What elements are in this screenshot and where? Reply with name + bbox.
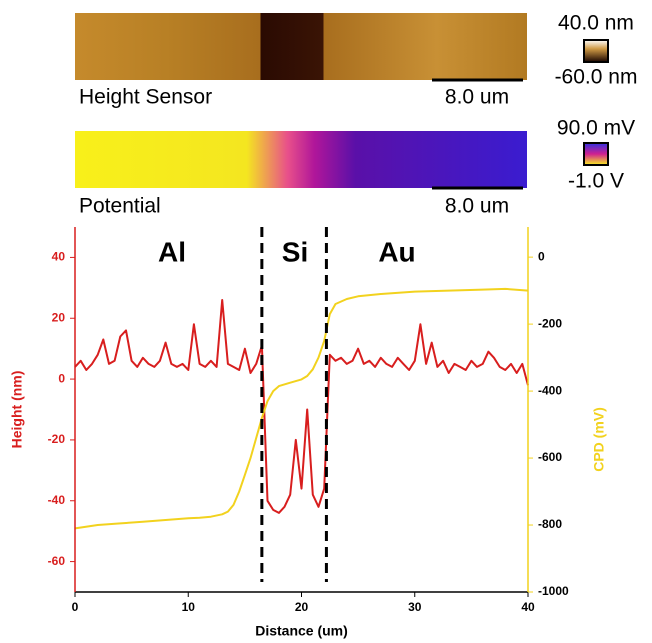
y-axis-title: Height (nm) [9, 371, 25, 449]
y2-tick-label: -200 [538, 316, 562, 330]
y-tick-label: 40 [52, 250, 66, 264]
image-label: Height Sensor [79, 86, 212, 109]
y2-tick-label: -800 [538, 517, 562, 531]
x-axis-title: Distance (um) [255, 623, 348, 639]
colorbar-max: 40.0 nm [558, 12, 634, 35]
x-tick-label: 10 [182, 600, 196, 614]
potential-image [75, 131, 527, 188]
data-line [74, 299, 529, 514]
y-tick-label: 0 [58, 371, 65, 385]
y-tick-label: -20 [48, 432, 66, 446]
region-label: Al [158, 236, 186, 267]
colorbar [583, 39, 609, 63]
chart: 0 10 20 30 40-60-40-2002040-1000-800-600-400… [9, 227, 607, 639]
x-tick-label: 0 [72, 600, 79, 614]
colorbar-min: -60.0 nm [555, 66, 638, 89]
y2-axis-title: CPD (mV) [591, 407, 607, 472]
data-line [74, 287, 529, 530]
y-tick-label: -60 [48, 554, 66, 568]
region-label: Au [378, 236, 415, 267]
x-tick-label: 30 [408, 600, 422, 614]
y2-tick-label: 0 [538, 249, 545, 263]
y-tick-label: 20 [52, 310, 66, 324]
x-tick-label: 40 [521, 600, 535, 614]
height-image [75, 13, 527, 80]
y2-tick-label: -600 [538, 450, 562, 464]
colorbar-max: 90.0 mV [557, 117, 635, 140]
y2-tick-label: -1000 [538, 584, 569, 598]
image-label: Potential [79, 195, 161, 218]
y-tick-label: -40 [48, 493, 66, 507]
colorbar-min: -1.0 V [568, 170, 624, 193]
x-tick-label: 20 [295, 600, 309, 614]
colorbar [583, 142, 609, 166]
y2-tick-label: -400 [538, 383, 562, 397]
region-label: Si [282, 236, 308, 267]
scale-bar-label: 8.0 um [445, 86, 509, 109]
scale-bar-label: 8.0 um [445, 195, 509, 218]
